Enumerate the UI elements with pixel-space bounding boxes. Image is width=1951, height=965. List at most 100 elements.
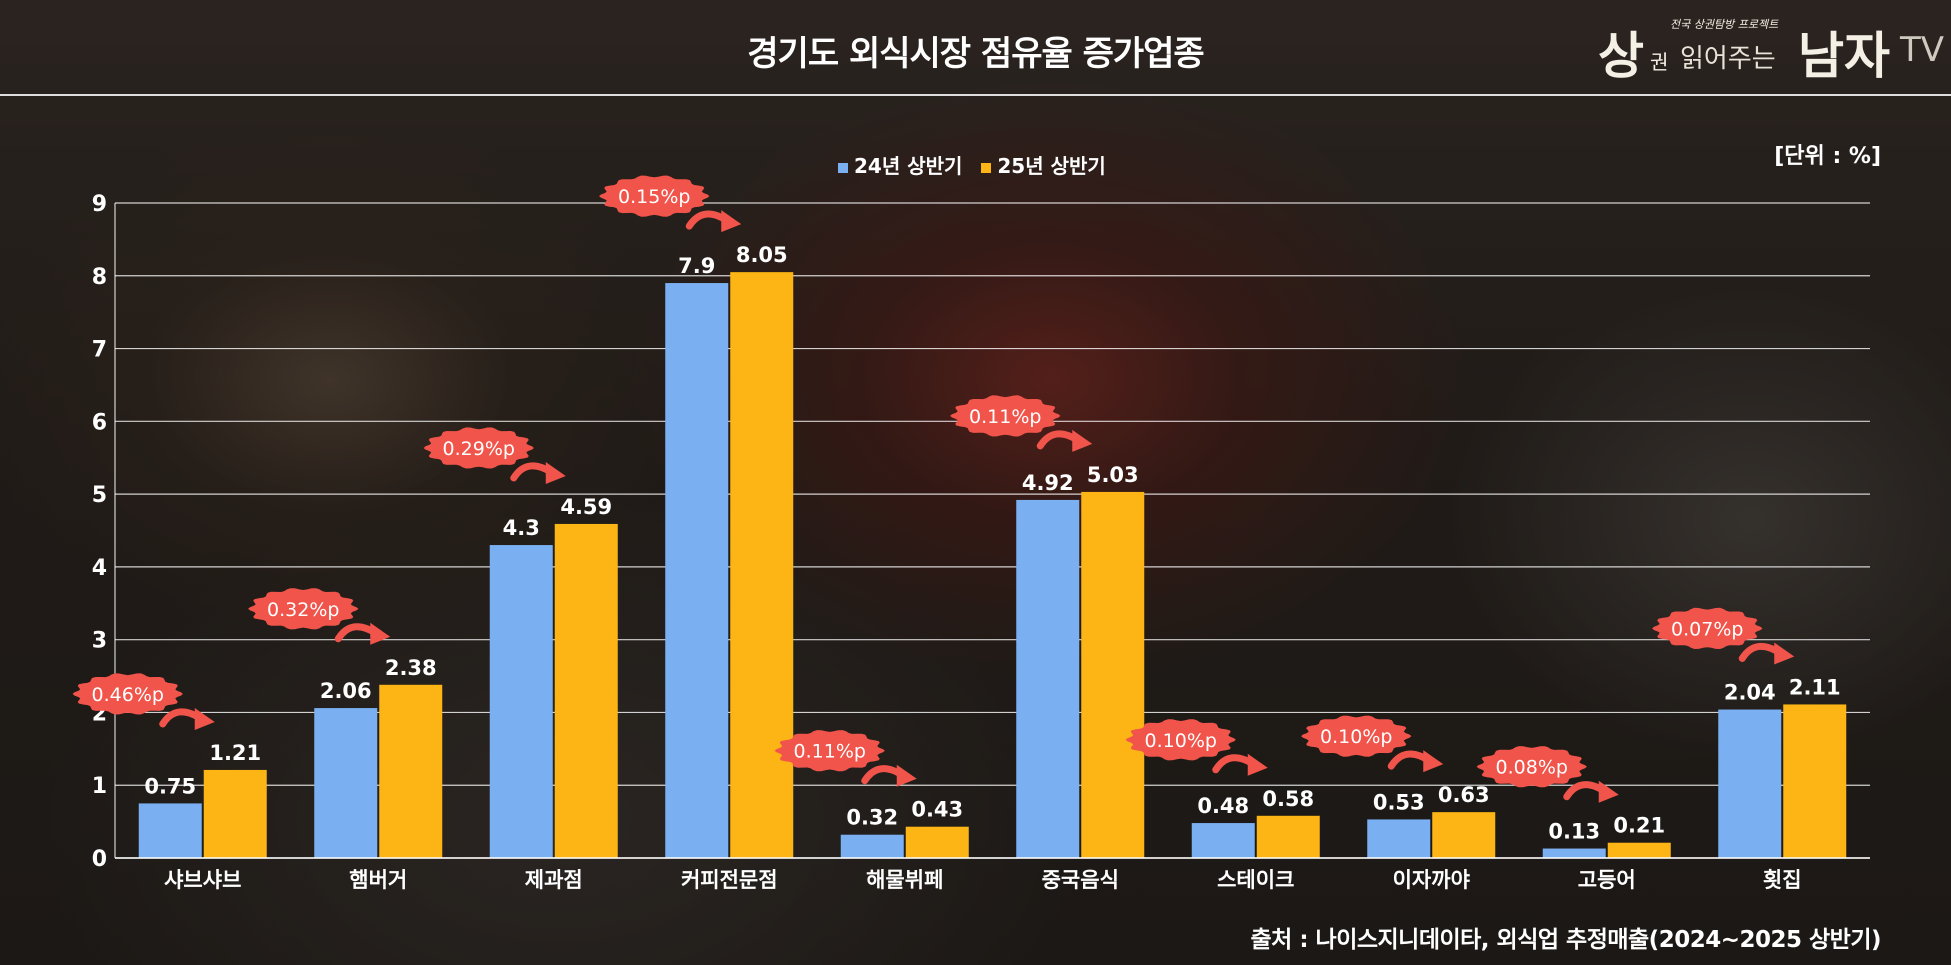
bar-2025 <box>1783 704 1847 858</box>
data-label: 0.48 <box>1197 794 1249 818</box>
logo-middle: 읽어주는 <box>1680 44 1776 74</box>
legend-item-2024: 24년 상반기 <box>838 154 969 178</box>
y-tick-label: 1 <box>92 774 107 799</box>
page-title: 경기도 외식시장 점유율 증가업종 <box>747 34 1204 74</box>
data-label: 2.04 <box>1724 681 1776 705</box>
unit-label: [단위 : %] <box>1774 144 1881 169</box>
data-label: 0.13 <box>1548 820 1600 844</box>
category-label: 제과점 <box>525 868 583 892</box>
badge-shape <box>1476 746 1587 788</box>
badge-shape <box>1652 607 1763 649</box>
bar-2024 <box>314 708 378 858</box>
logo-char-3: 남자 <box>1798 27 1890 85</box>
change-annotation: 0.46%p <box>72 673 215 730</box>
category-label: 해물뷔페 <box>866 868 943 892</box>
bar-2024 <box>665 283 729 858</box>
legend-swatch-2025 <box>981 162 992 173</box>
logo-char-2: 권 <box>1650 50 1669 74</box>
data-label: 0.21 <box>1613 814 1665 838</box>
data-label: 2.11 <box>1789 675 1841 699</box>
badge-label: 0.07%p <box>1671 618 1743 640</box>
bar-2024 <box>138 803 202 858</box>
bar-2024 <box>1016 499 1080 858</box>
legend-swatch-2024 <box>838 162 848 173</box>
channel-logo: 상 권 전국 상권탐방 프로젝트 읽어주는 남자 TV <box>1598 12 1944 85</box>
badge-label: 0.15%p <box>618 186 690 208</box>
data-label: 0.53 <box>1373 790 1425 814</box>
y-tick-label: 9 <box>92 192 107 217</box>
change-annotation: 0.29%p <box>423 427 566 484</box>
bar-2025 <box>905 826 969 858</box>
legend-label-2025: 25년 상반기 <box>997 154 1106 178</box>
legend-item-2025: 25년 상반기 <box>981 154 1106 178</box>
badge-shape <box>1125 719 1236 761</box>
logo-char-1: 상 <box>1598 27 1644 85</box>
bar-2025 <box>554 523 618 858</box>
badge-shape <box>423 427 534 469</box>
arrow-head <box>545 461 566 484</box>
badge-label: 0.10%p <box>1145 730 1217 752</box>
arrow-head <box>1247 753 1268 776</box>
change-annotation: 0.11%p <box>950 395 1093 452</box>
badge-shape <box>1301 715 1412 757</box>
category-label: 스테이크 <box>1217 868 1294 892</box>
bar-2024 <box>489 545 553 858</box>
chart-legend: 24년 상반기 25년 상반기 <box>838 150 1118 179</box>
arrow-head <box>1423 750 1444 773</box>
category-label: 횟집 <box>1763 868 1802 892</box>
bar-2025 <box>1081 491 1145 858</box>
change-annotation: 0.15%p <box>599 175 742 233</box>
badge-label: 0.10%p <box>1320 726 1392 748</box>
bar-2025 <box>379 684 443 858</box>
source-note: 출처 : 나이스지니데이타, 외식업 추정매출(2024~2025 상반기) <box>1250 927 1882 953</box>
badge-shape <box>774 730 885 772</box>
data-label: 5.03 <box>1087 463 1139 487</box>
data-label: 4.59 <box>560 495 612 519</box>
data-label: 0.75 <box>144 774 196 798</box>
arrow-head <box>1072 429 1093 452</box>
change-annotation: 0.07%p <box>1652 607 1795 665</box>
data-label: 8.05 <box>736 243 788 267</box>
badge-label: 0.11%p <box>794 741 866 763</box>
badge-label: 0.32%p <box>267 599 339 621</box>
arrow-head <box>370 622 391 645</box>
arrow-head <box>194 707 215 730</box>
legend-label-2024: 24년 상반기 <box>854 154 963 178</box>
y-tick-label: 5 <box>92 483 107 508</box>
category-label: 커피전문점 <box>681 868 778 892</box>
y-tick-label: 0 <box>92 847 107 872</box>
bar-2024 <box>1191 823 1255 858</box>
data-label: 1.21 <box>209 741 261 765</box>
data-label: 2.06 <box>320 679 372 703</box>
badge-label: 0.08%p <box>1496 757 1568 779</box>
category-label: 이자까야 <box>1393 868 1471 892</box>
bar-2025 <box>730 272 794 858</box>
data-label: 0.58 <box>1262 787 1314 811</box>
bar-2024 <box>1367 819 1431 858</box>
arrow-head <box>721 210 742 233</box>
badge-label: 0.11%p <box>969 406 1041 428</box>
logo-tagline: 전국 상권탐방 프로젝트 <box>1670 18 1779 31</box>
data-label: 7.9 <box>678 254 715 278</box>
badge-shape <box>248 588 359 630</box>
bar-2025 <box>1256 815 1320 858</box>
bar-2024 <box>1718 709 1782 858</box>
change-annotation: 0.11%p <box>774 730 917 787</box>
arrow-head <box>896 764 917 787</box>
arrow-head <box>1598 780 1619 803</box>
category-label: 햄버거 <box>349 868 407 892</box>
category-label: 고등어 <box>1578 868 1636 892</box>
title-divider <box>0 94 1951 96</box>
data-label: 0.32 <box>846 806 898 830</box>
bar-2025 <box>203 769 267 858</box>
y-tick-label: 6 <box>92 410 107 435</box>
y-tick-label: 3 <box>92 629 107 654</box>
y-tick-label: 7 <box>92 338 107 363</box>
y-tick-label: 4 <box>92 556 107 581</box>
data-label: 2.38 <box>385 656 437 680</box>
data-label: 0.63 <box>1438 783 1490 807</box>
bar-2024 <box>840 834 904 858</box>
data-label: 4.3 <box>503 516 540 540</box>
bar-2024 <box>1542 848 1606 858</box>
